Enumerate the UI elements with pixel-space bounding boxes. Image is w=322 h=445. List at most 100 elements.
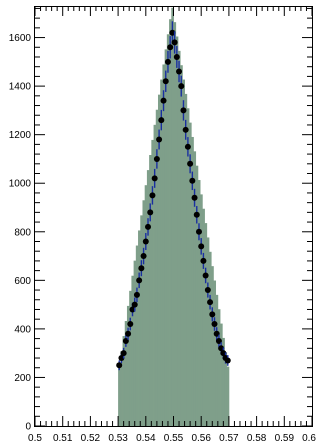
data-point: [122, 335, 129, 347]
histogram-bar: [160, 79, 163, 426]
data-point: [153, 149, 160, 169]
histogram-bar: [155, 109, 159, 427]
data-point: [187, 154, 194, 174]
histogram-bar: [226, 366, 230, 426]
histogram-bar: [166, 34, 170, 426]
histogram-bar: [182, 79, 185, 426]
data-point: [211, 317, 218, 331]
histogram-bar: [215, 294, 219, 426]
axis-ticks: [34, 6, 313, 427]
data-point: [209, 307, 216, 322]
y-tick-labels: 0 200 400 600 800 1000 1200 1400 1600: [9, 33, 32, 432]
x-tick-label: 0.59: [275, 433, 295, 444]
y-tick-label: 1400: [9, 82, 32, 93]
histogram-bar: [202, 208, 205, 426]
data-point: [116, 360, 123, 371]
histogram-bar: [157, 94, 161, 427]
data-point: [180, 100, 187, 121]
data-point: [138, 260, 145, 277]
histogram-bar: [153, 124, 157, 426]
data-point: [176, 60, 183, 83]
histogram-bar: [173, 22, 177, 427]
x-tick-label: 0.58: [247, 433, 267, 444]
histogram-bar: [142, 200, 146, 426]
data-point: [136, 272, 143, 289]
data-point: [178, 75, 185, 97]
data-point: [125, 327, 132, 340]
histogram-bar: [211, 266, 214, 426]
data-point: [167, 36, 174, 59]
histogram-bar: [222, 337, 225, 426]
histogram-bar: [180, 65, 183, 427]
x-tick-label: 0.5: [28, 433, 42, 444]
x-tick-label: 0.52: [81, 433, 101, 444]
y-tick-label: 200: [14, 373, 31, 384]
data-point: [158, 109, 165, 131]
data-point: [140, 247, 147, 265]
y-tick-label: 1600: [9, 33, 32, 44]
data-point: [182, 119, 189, 140]
data-point: [202, 267, 209, 284]
data-point: [173, 46, 180, 68]
histogram-bar: [186, 108, 190, 427]
data-point: [207, 294, 214, 310]
histogram-bar: [220, 323, 223, 426]
data-point: [142, 232, 149, 250]
histogram-bar: [213, 280, 217, 426]
data-point: [133, 287, 140, 303]
y-tick-label: 800: [14, 227, 31, 238]
data-points: [116, 21, 231, 371]
data-point: [195, 223, 202, 241]
histogram-bar: [224, 352, 228, 426]
histogram-bar: [126, 305, 130, 426]
histogram-bar: [169, 19, 172, 426]
data-point: [189, 171, 196, 191]
data-point: [191, 188, 198, 207]
histogram-bar: [138, 230, 141, 426]
histogram-bar: [200, 194, 203, 426]
x-tick-label: 0.54: [136, 433, 156, 444]
histogram-bar: [217, 309, 221, 426]
x-tick-label: 0.56: [191, 433, 211, 444]
y-tick-label: 0: [25, 422, 31, 433]
histogram-bar: [175, 36, 179, 426]
histogram-bar: [206, 237, 210, 426]
data-point: [215, 334, 222, 348]
data-point: [147, 203, 154, 222]
histogram-bar: [151, 139, 154, 427]
histogram-bar: [197, 180, 201, 426]
y-tick-label: 400: [14, 324, 31, 335]
data-point: [127, 317, 134, 331]
y-tick-label: 1200: [9, 130, 32, 141]
histogram-bar: [191, 136, 194, 426]
x-tick-label: 0.55: [164, 433, 184, 444]
histogram-bar: [162, 64, 166, 426]
histogram-bar: [189, 122, 192, 427]
histogram-bar: [122, 336, 126, 426]
data-point: [200, 252, 207, 269]
data-point: [204, 282, 211, 298]
histogram-bar: [171, 7, 174, 426]
histogram-bar: [129, 290, 132, 426]
data-point: [184, 137, 191, 157]
histogram-bar: [193, 151, 197, 426]
x-tick-labels: 0.5 0.51 0.52 0.53 0.54 0.55 0.56 0.57 0.58 0.59 0…: [28, 433, 316, 444]
histogram-bar: [146, 170, 150, 426]
histogram-bar: [195, 165, 199, 426]
data-point: [156, 129, 163, 150]
x-tick-label: 0.6: [302, 433, 316, 444]
histogram-bar: [177, 50, 181, 426]
data-point: [131, 297, 138, 312]
histogram-bar: [164, 49, 168, 426]
histogram-bar: [204, 223, 208, 426]
histogram-bar: [120, 351, 123, 426]
data-point: [193, 206, 200, 224]
x-tick-label: 0.51: [53, 433, 73, 444]
data-point: [120, 347, 127, 359]
histogram-bar: [135, 245, 139, 426]
data-point: [224, 355, 231, 366]
data-point: [164, 50, 171, 73]
data-point: [160, 90, 167, 112]
x-tick-label: 0.53: [108, 433, 128, 444]
